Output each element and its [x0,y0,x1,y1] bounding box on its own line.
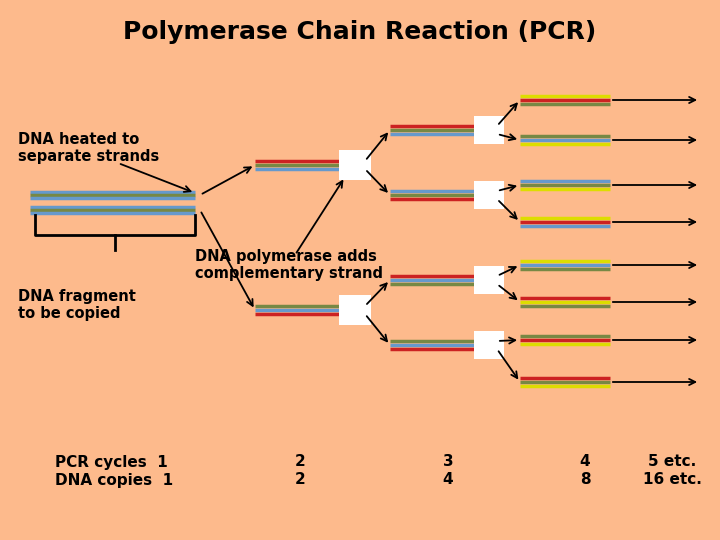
Text: 2: 2 [294,455,305,469]
Bar [474,181,504,209]
Text: 4: 4 [580,455,590,469]
Text: DNA heated to
separate strands: DNA heated to separate strands [18,132,159,164]
Text: 8: 8 [580,472,590,488]
Text: DNA fragment
to be copied: DNA fragment to be copied [18,289,136,321]
Text: 16 etc.: 16 etc. [642,472,701,488]
Bar [339,150,371,180]
Text: PCR cycles  1: PCR cycles 1 [55,455,168,469]
Bar [474,116,504,144]
Text: 5 etc.: 5 etc. [648,455,696,469]
Bar [474,331,504,359]
Bar [474,266,504,294]
Text: 3: 3 [443,455,454,469]
Text: DNA copies  1: DNA copies 1 [55,472,173,488]
Text: DNA polymerase adds
complementary strand: DNA polymerase adds complementary strand [195,249,383,281]
Bar [339,295,371,325]
Text: 2: 2 [294,472,305,488]
Text: 4: 4 [443,472,454,488]
Text: Polymerase Chain Reaction (PCR): Polymerase Chain Reaction (PCR) [123,20,597,44]
